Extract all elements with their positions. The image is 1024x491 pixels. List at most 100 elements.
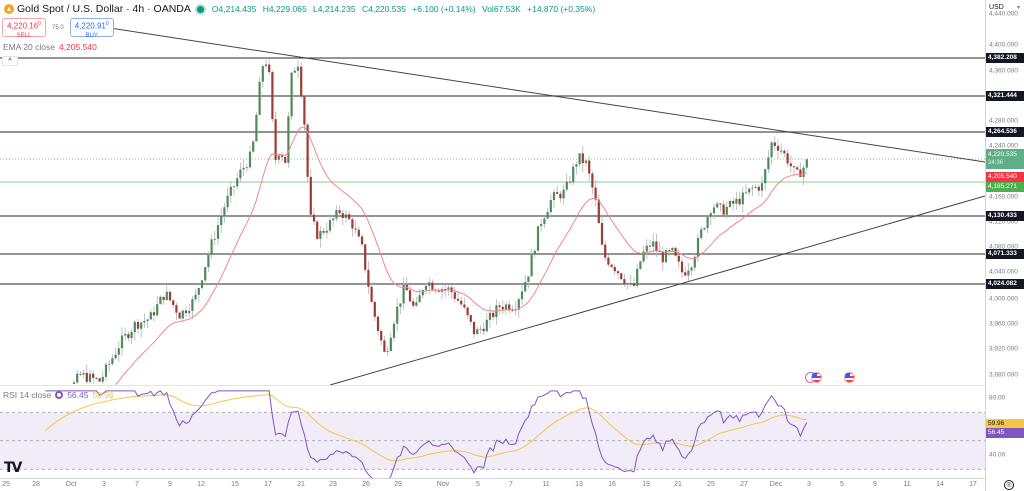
price-tick-label: 4,280.000 xyxy=(989,117,1018,125)
level-price-tag: 4,264.536 xyxy=(986,127,1024,137)
price-tick-label: 4,360.000 xyxy=(989,67,1018,75)
us-flag-event-icon[interactable] xyxy=(844,372,855,383)
price-tick-label: 4,440.000 xyxy=(989,10,1018,18)
time-tick-label: Dec xyxy=(769,481,783,488)
level-price-tag: 4,321.444 xyxy=(986,91,1024,101)
time-tick-label: 3 xyxy=(807,481,811,488)
pane-separator[interactable] xyxy=(0,385,985,386)
time-tick-label: 3 xyxy=(102,481,106,488)
buy-button[interactable]: 4,220.910 BUY xyxy=(69,18,114,39)
close-value: C4,220.535 xyxy=(361,4,406,14)
time-tick-label: 9 xyxy=(873,481,877,488)
time-tick-label: 29 xyxy=(394,481,402,488)
rsi-ma-tag: 59.96 xyxy=(986,419,1024,429)
collapse-legend-chevron-up-icon[interactable]: ^ xyxy=(2,56,18,66)
time-tick-label: 17 xyxy=(969,481,977,488)
low-value: L4,214.235 xyxy=(313,4,356,14)
time-axis[interactable]: 25 28 Oct 3 7 9 12 15 17 21 23 26 29 Nov 5 7 11 13 16 19 21 2… xyxy=(0,478,985,491)
time-tick-label: 5 xyxy=(476,481,480,488)
price-tick-label: 4,080.000 xyxy=(989,243,1018,251)
price-tick-label: 4,400.000 xyxy=(989,41,1018,49)
time-tick-label: 26 xyxy=(362,481,370,488)
change-value: +6.100 (+0.14%) xyxy=(412,4,476,14)
time-tick-label: 19 xyxy=(642,481,650,488)
time-tick-label: 25 xyxy=(707,481,715,488)
ema-legend[interactable]: EMA 20 close 4,205.540 xyxy=(3,42,97,52)
time-tick-label: 5 xyxy=(840,481,844,488)
time-tick-label: 7 xyxy=(509,481,513,488)
price-tick-label: 4,000.000 xyxy=(989,295,1018,303)
price-tick-label: 3,920.000 xyxy=(989,345,1018,353)
level-price-tag: 4,130.433 xyxy=(986,211,1024,221)
current-price-value: 4,220.535 xyxy=(988,151,1017,158)
rsi-tick-label: 80.00 xyxy=(989,394,1006,402)
time-tick-label: 15 xyxy=(231,481,239,488)
rsi-legend-label: RSI 14 close xyxy=(3,390,52,400)
time-tick-label: 7 xyxy=(135,481,139,488)
ohlc-values: O4,214.435 H4,229.065 L4,214.235 C4,220.… xyxy=(212,4,599,14)
chevron-down-icon[interactable]: ▾ xyxy=(1016,5,1020,11)
rsi-ma-legend-value: 59.96 xyxy=(92,390,114,400)
time-tick-label: 25 xyxy=(2,481,10,488)
price-tick-label: 4,120.000 xyxy=(989,218,1018,226)
time-tick-label: Oct xyxy=(65,481,77,488)
symbol-header: ▲ Gold Spot / U.S. Dollar · 4h · OANDA O… xyxy=(0,0,985,18)
time-tick-label: 12 xyxy=(197,481,205,488)
buy-price: 4,220.91 xyxy=(74,21,106,31)
price-tick-label: 3,960.000 xyxy=(989,320,1018,328)
price-axis[interactable]: USD ▾ 4,440.000 4,400.000 4,360.000 4,280.0… xyxy=(985,0,1024,491)
rsi-legend-value: 56.45 xyxy=(67,390,89,400)
ema-legend-value: 4,205.540 xyxy=(58,42,97,52)
ema-price-tag: 4,205.540 xyxy=(986,172,1024,182)
buy-label: BUY xyxy=(85,32,98,39)
price-tick-label: 3,880.000 xyxy=(989,371,1018,379)
rsi-tick-label: 40.00 xyxy=(989,451,1006,459)
price-tick-label: 4,160.000 xyxy=(989,193,1018,201)
price-tick-label: 4,240.000 xyxy=(989,142,1018,150)
time-tick-label: 9 xyxy=(168,481,172,488)
buy-price-sup: 0 xyxy=(105,21,109,27)
level-price-tag: 4,024.082 xyxy=(986,279,1024,289)
spread-value: 75.0 xyxy=(52,24,64,31)
support-price-tag: 4,185.271 xyxy=(986,182,1024,192)
price-tick-label: 4,040.000 xyxy=(989,268,1018,276)
time-tick-label: 28 xyxy=(32,481,40,488)
rsi-legend[interactable]: RSI 14 close 56.45 59.96 xyxy=(3,390,114,400)
trade-panel: 4,220.160 SELL 75.0 4,220.910 BUY xyxy=(2,18,114,39)
time-tick-label: 21 xyxy=(297,481,305,488)
gold-logo-icon: ▲ xyxy=(4,4,14,14)
time-tick-label: 16 xyxy=(608,481,616,488)
current-price-tag: 4,220.535 34:36 xyxy=(986,149,1024,169)
time-tick-label: 17 xyxy=(264,481,272,488)
rsi-value-tag: 56.45 xyxy=(986,428,1024,438)
time-tick-label: 27 xyxy=(740,481,748,488)
sell-label: SELL xyxy=(16,32,32,39)
time-tick-label: 21 xyxy=(674,481,682,488)
volume-change-value: +14.870 (+0.35%) xyxy=(527,4,596,14)
time-tick-label: 14 xyxy=(936,481,944,488)
sell-price: 4,220.16 xyxy=(7,21,39,31)
bar-countdown: 34:36 xyxy=(988,160,1004,166)
level-price-tag: 4,071.333 xyxy=(986,249,1024,259)
sell-price-sup: 0 xyxy=(38,21,41,27)
ema-legend-label: EMA 20 close xyxy=(3,42,55,52)
time-tick-label: 13 xyxy=(575,481,583,488)
sell-button[interactable]: 4,220.160 SELL xyxy=(2,18,46,39)
rsi-loading-icon xyxy=(55,391,64,399)
volume-value: Vol67.53K xyxy=(482,4,521,14)
us-flag-event-icon[interactable] xyxy=(811,372,822,383)
market-open-status-icon xyxy=(196,5,204,13)
settings-gear-icon[interactable]: ◎ xyxy=(1004,480,1014,490)
currency-selector[interactable]: USD xyxy=(989,4,1004,11)
open-value: O4,214.435 xyxy=(211,4,257,14)
chart-canvas[interactable] xyxy=(0,0,985,478)
time-tick-label: 23 xyxy=(329,481,337,488)
tradingview-logo-icon[interactable]: TV xyxy=(4,460,22,476)
symbol-title[interactable]: Gold Spot / U.S. Dollar · 4h · OANDA xyxy=(17,3,191,15)
level-price-tag: 4,382.208 xyxy=(986,53,1024,63)
time-tick-label: Nov xyxy=(436,481,450,488)
high-value: H4,229.065 xyxy=(262,4,307,14)
time-tick-label: 11 xyxy=(903,481,911,488)
time-tick-label: 11 xyxy=(542,481,550,488)
